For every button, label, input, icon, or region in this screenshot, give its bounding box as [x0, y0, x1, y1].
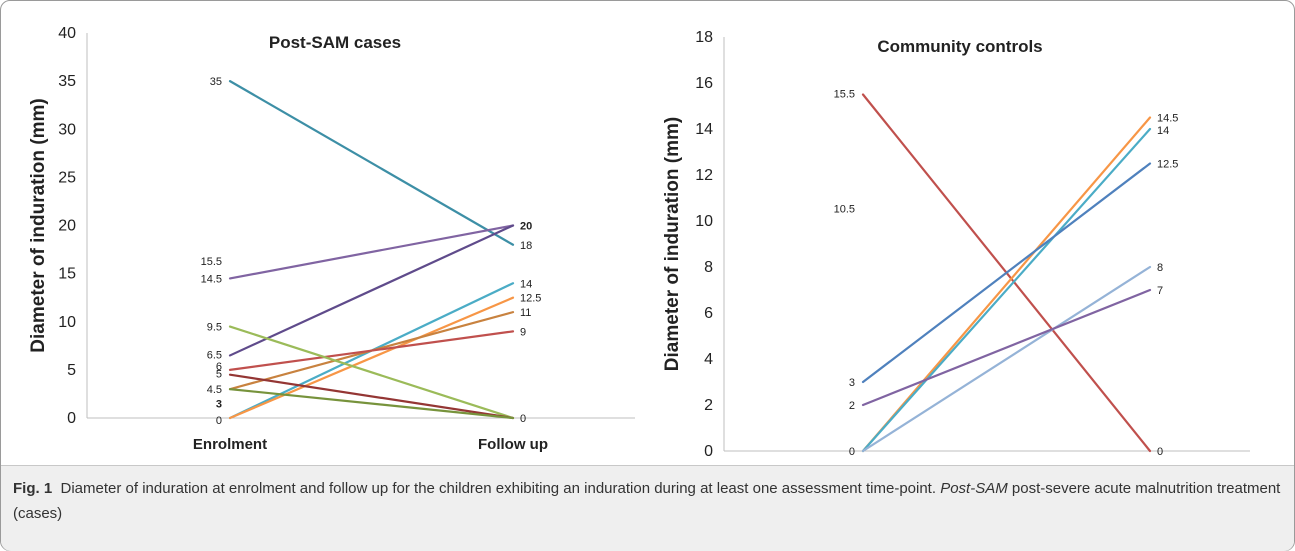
data-label: 0 [520, 413, 526, 425]
y-tick-label: 0 [67, 410, 76, 427]
y-tick-label: 16 [695, 75, 713, 92]
x-category-label: Follow up [478, 436, 548, 453]
y-tick-label: 0 [704, 443, 713, 460]
y-tick-label: 15 [58, 266, 76, 283]
series-line [228, 373, 515, 420]
data-label: 9.5 [207, 322, 222, 334]
data-label: 2 [849, 400, 855, 412]
y-axis-title: Diameter of induration (mm) [28, 98, 49, 352]
data-label: 9 [520, 326, 526, 338]
data-label: 7 [1157, 285, 1163, 297]
caption-text: Diameter of induration at enrolment and … [60, 480, 937, 497]
series-line [228, 80, 515, 246]
data-label: 0 [216, 415, 222, 427]
data-label: 14 [520, 278, 532, 290]
series-line [228, 388, 515, 420]
y-tick-label: 18 [695, 29, 713, 46]
data-label: 20 [520, 221, 532, 233]
data-label: 3 [849, 377, 855, 389]
y-tick-label: 8 [704, 259, 713, 276]
series-line [228, 296, 515, 420]
y-tick-label: 4 [704, 351, 713, 368]
y-tick-label: 10 [58, 314, 76, 331]
caption-abbr: Post-SAM [940, 480, 1008, 497]
data-label: 18 [520, 240, 532, 252]
caption-abbr-def: post-severe acute malnutrition treatment… [13, 480, 1281, 522]
y-tick-label: 30 [58, 121, 76, 138]
y-tick-label: 40 [58, 25, 76, 42]
data-label: 14 [1157, 125, 1169, 137]
data-label: 11 [520, 307, 531, 319]
series-line [861, 288, 1152, 407]
y-tick-label: 2 [704, 397, 713, 414]
chart-title: Community controls [877, 37, 1042, 56]
y-tick-label: 12 [695, 167, 713, 184]
series-line [228, 224, 515, 280]
data-label: 0 [1157, 446, 1163, 458]
data-label: 15.5 [201, 256, 222, 268]
data-label: 4.5 [207, 384, 222, 396]
data-label: 5 [216, 369, 222, 381]
series-line [861, 116, 1152, 453]
caption-band: Fig. 1 Diameter of induration at enrolme… [1, 465, 1294, 551]
y-tick-label: 10 [695, 213, 713, 230]
data-label: 14.5 [1157, 113, 1178, 125]
data-label: 6 [216, 361, 222, 373]
data-label: 15.5 [834, 88, 855, 100]
data-label: 14.5 [201, 273, 222, 285]
x-category-label: Enrolment [193, 436, 267, 453]
y-tick-label: 14 [695, 121, 713, 138]
data-label: 12.5 [1157, 159, 1178, 171]
series-line [861, 127, 1152, 453]
chart-title: Post-SAM cases [269, 33, 401, 52]
data-label: 10.5 [834, 203, 855, 215]
caption-fig-label: Fig. 1 [13, 480, 53, 497]
data-label: 35 [210, 76, 222, 88]
y-tick-label: 25 [58, 169, 76, 186]
data-label: 0 [849, 446, 855, 458]
y-tick-label: 5 [67, 362, 76, 379]
figure-caption: Fig. 1 Diameter of induration at enrolme… [13, 476, 1283, 526]
series-line [228, 224, 515, 357]
series-line [861, 162, 1152, 384]
data-label: 8 [1157, 262, 1163, 274]
y-axis-title: Diameter of induration (mm) [662, 117, 683, 371]
chart-community-controls: 024681012141618EnrolmentFollow upCommuni… [662, 29, 1250, 460]
series-line [228, 330, 515, 371]
series-line [228, 325, 515, 420]
y-tick-label: 35 [58, 73, 76, 90]
y-tick-label: 20 [58, 218, 76, 235]
series-line [861, 265, 1152, 453]
data-label: 6.5 [207, 349, 222, 361]
y-tick-label: 6 [704, 305, 713, 322]
data-label: 12.5 [520, 293, 541, 305]
data-label: 3 [216, 399, 222, 411]
